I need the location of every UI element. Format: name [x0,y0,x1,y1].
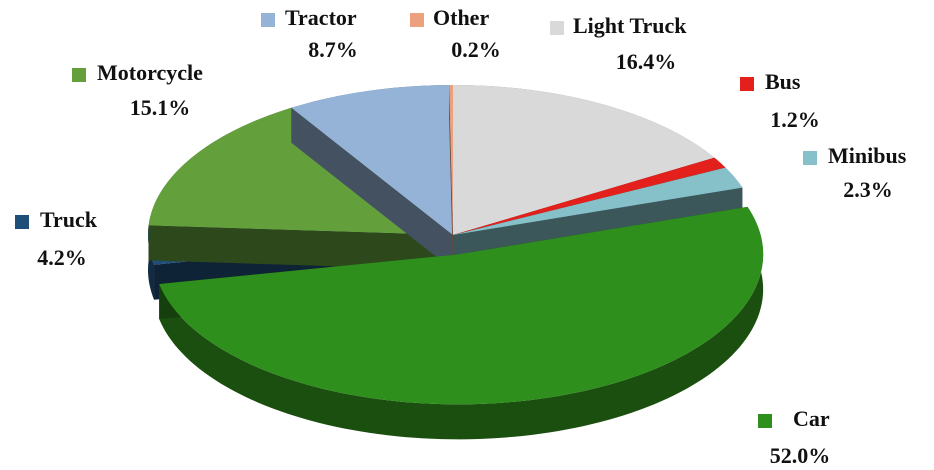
value-label: 52.0% [770,443,831,468]
value-label: 0.2% [451,37,501,62]
slice-side [148,225,155,300]
legend-marker [740,77,754,91]
category-label: Tractor [285,5,357,30]
slice-cut [148,225,453,270]
slice [291,85,453,236]
value-label: 2.3% [843,177,893,202]
legend-marker [550,21,564,35]
value-label: 4.2% [37,245,87,270]
value-label: 15.1% [130,95,191,120]
legend-marker [261,13,275,27]
legend-marker [72,68,86,82]
category-label: Car [793,406,830,431]
slice [449,85,453,235]
category-label: Minibus [828,143,907,168]
category-label: Bus [765,69,801,94]
slice-cut [291,107,453,271]
value-label: 8.7% [308,37,358,62]
legend-marker [803,151,817,165]
category-label: Motorcycle [97,60,203,85]
category-label: Truck [40,207,98,232]
category-label: Light Truck [573,13,687,38]
category-label: Other [433,5,489,30]
slice [453,157,726,235]
slice [453,85,715,235]
value-label: 1.2% [770,107,820,132]
slice [159,206,764,405]
slice-cut [449,85,453,271]
legend-marker [758,414,772,428]
value-label: 16.4% [616,49,677,74]
legend-marker [15,215,29,229]
slice [453,167,743,235]
legend-marker [410,13,424,27]
